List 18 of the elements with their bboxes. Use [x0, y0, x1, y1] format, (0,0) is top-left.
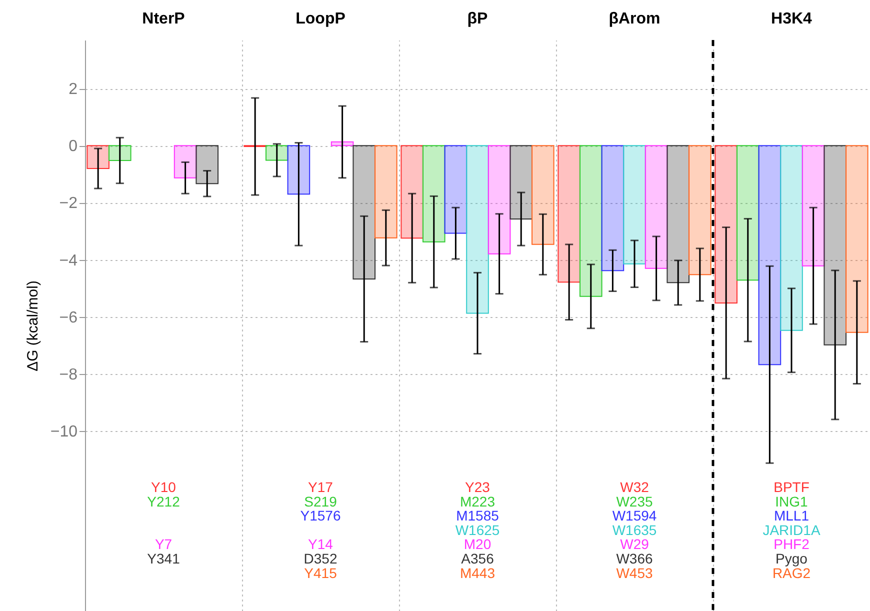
y-tick-label: −6: [59, 309, 78, 326]
annotation: Y23 M223 M1585 W1625 M20 A356 M443: [455, 479, 500, 581]
y-axis-title: ΔG (kcal/mol): [24, 280, 42, 372]
annotation: W32 W235 W1594 W1635 W29 W366 W453: [612, 479, 657, 581]
x-tick-label: H3K4: [771, 10, 812, 28]
y-tick-label: 0: [68, 138, 78, 156]
x-tick-label: LoopP: [296, 10, 346, 28]
text: Y10 Y212 Y7 Y341: [147, 479, 180, 566]
x-tick-label: βArom: [608, 10, 660, 28]
y-tick-label: −2: [59, 195, 78, 212]
x-tick-label: βP: [467, 10, 488, 28]
annotation: Y17 S219 Y1576 Y14 D352 Y415: [300, 479, 341, 581]
annotation: BPTF ING1 MLL1 JARID1A PHF2 Pygo RAG2: [762, 479, 821, 581]
x-tick-label: NterP: [142, 10, 186, 28]
y-tick-label: −8: [59, 366, 78, 384]
y-tick-label: 2: [68, 81, 78, 98]
y-tick-label: −4: [59, 252, 78, 270]
y-tick-label: −10: [50, 424, 78, 441]
